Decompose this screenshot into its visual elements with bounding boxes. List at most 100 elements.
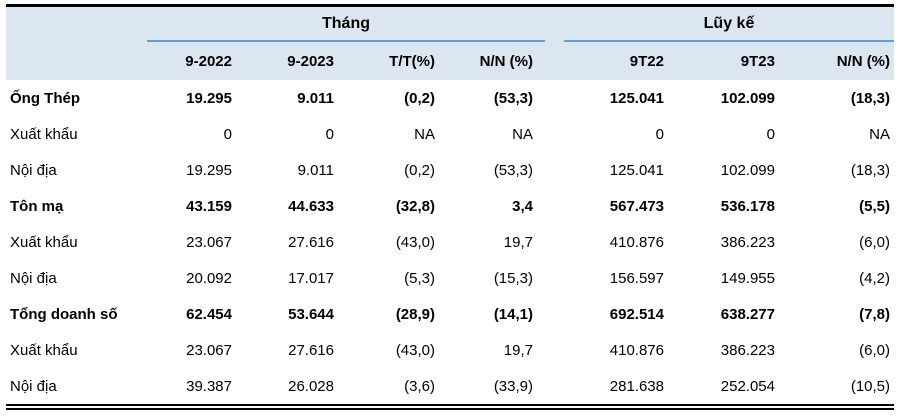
value-cell: NA [447,116,545,152]
value-cell: (43,0) [346,332,447,368]
value-cell: (53,3) [447,152,545,188]
value-cell: 19,7 [447,332,545,368]
value-cell: (3,6) [346,368,447,407]
col-header-9-2022: 9-2022 [147,41,244,80]
value-cell: 19.295 [147,80,244,116]
value-cell: NA [346,116,447,152]
table-row-noi-dia: Nội địa 20.092 17.017 (5,3) (15,3) 156.5… [6,260,895,296]
value-cell: 39.387 [147,368,244,407]
value-cell: (33,9) [447,368,545,407]
col-header-9t23: 9T23 [676,41,787,80]
row-spacer-cell [545,80,564,116]
value-cell: 102.099 [676,152,787,188]
value-cell: (5,5) [787,188,895,224]
value-cell: (18,3) [787,80,895,116]
value-cell: 692.514 [564,296,676,332]
value-cell: (43,0) [346,224,447,260]
value-cell: (4,2) [787,260,895,296]
value-cell: (6,0) [787,332,895,368]
table-row-xuat-khau: Xuất khẩu 23.067 27.616 (43,0) 19,7 410.… [6,224,895,260]
row-spacer-cell [545,260,564,296]
value-cell: (15,3) [447,260,545,296]
value-cell: 386.223 [676,224,787,260]
row-label-cell: Xuất khẩu [6,332,147,368]
value-cell: 23.067 [147,224,244,260]
group-header-row: Tháng Lũy kế [6,5,895,42]
value-cell: (6,0) [787,224,895,260]
row-label-cell: Nội địa [6,260,147,296]
row-label-cell: Nội địa [6,368,147,407]
value-cell: (32,8) [346,188,447,224]
value-cell: 62.454 [147,296,244,332]
table-row-noi-dia: Nội địa 39.387 26.028 (3,6) (33,9) 281.6… [6,368,895,407]
row-label-cell: Xuất khẩu [6,116,147,152]
value-cell: 20.092 [147,260,244,296]
value-cell: (14,1) [447,296,545,332]
value-cell: 156.597 [564,260,676,296]
value-cell: (5,3) [346,260,447,296]
row-spacer-cell [545,368,564,407]
value-cell: (10,5) [787,368,895,407]
value-cell: 26.028 [244,368,346,407]
steel-sales-table: Tháng Lũy kế 9-2022 9-2023 T/T(%) N/N (%… [6,4,895,410]
group-header-luy-ke: Lũy kế [564,5,895,42]
table-row-xuat-khau: Xuất khẩu 0 0 NA NA 0 0 NA [6,116,895,152]
row-label-cell: Xuất khẩu [6,224,147,260]
value-cell: 410.876 [564,332,676,368]
value-cell: 102.099 [676,80,787,116]
row-spacer-cell [545,188,564,224]
value-cell: (28,9) [346,296,447,332]
row-spacer-cell [545,116,564,152]
value-cell: 638.277 [676,296,787,332]
value-cell: (53,3) [447,80,545,116]
value-cell: 9.011 [244,152,346,188]
header-spacer-cell [545,5,564,41]
value-cell: 0 [147,116,244,152]
group-header-thang: Tháng [147,5,545,42]
header-spacer-cell [545,41,564,80]
value-cell: 53.644 [244,296,346,332]
value-cell: 3,4 [447,188,545,224]
column-header-row: 9-2022 9-2023 T/T(%) N/N (%) 9T22 9T23 N… [6,41,895,80]
value-cell: 0 [564,116,676,152]
value-cell: 19,7 [447,224,545,260]
value-cell: (7,8) [787,296,895,332]
value-cell: (18,3) [787,152,895,188]
row-label-cell: Tổng doanh số [6,296,147,332]
value-cell: 27.616 [244,224,346,260]
value-cell: 149.955 [676,260,787,296]
value-cell: 281.638 [564,368,676,407]
row-label-cell: Ống Thép [6,80,147,116]
value-cell: 567.473 [564,188,676,224]
value-cell: 125.041 [564,80,676,116]
value-cell: NA [787,116,895,152]
value-cell: 17.017 [244,260,346,296]
value-cell: 27.616 [244,332,346,368]
value-cell: 9.011 [244,80,346,116]
row-spacer-cell [545,296,564,332]
value-cell: 44.633 [244,188,346,224]
value-cell: 0 [676,116,787,152]
table-row-ton-ma: Tôn mạ 43.159 44.633 (32,8) 3,4 567.473 … [6,188,895,224]
col-header-nn-pct-cum: N/N (%) [787,41,895,80]
row-spacer-cell [545,152,564,188]
row-spacer-cell [545,332,564,368]
col-header-9-2023: 9-2023 [244,41,346,80]
row-label-cell: Tôn mạ [6,188,147,224]
table-row-ong-thep: Ống Thép 19.295 9.011 (0,2) (53,3) 125.0… [6,80,895,116]
col-header-9t22: 9T22 [564,41,676,80]
table-row-xuat-khau: Xuất khẩu 23.067 27.616 (43,0) 19,7 410.… [6,332,895,368]
value-cell: 125.041 [564,152,676,188]
value-cell: 43.159 [147,188,244,224]
value-cell: 252.054 [676,368,787,407]
value-cell: 0 [244,116,346,152]
value-cell: 19.295 [147,152,244,188]
value-cell: (0,2) [346,152,447,188]
table-row-tong-doanh-so: Tổng doanh số 62.454 53.644 (28,9) (14,1… [6,296,895,332]
col-header-nn-pct-month: N/N (%) [447,41,545,80]
table-row-noi-dia: Nội địa 19.295 9.011 (0,2) (53,3) 125.04… [6,152,895,188]
col-header-tt-pct: T/T(%) [346,41,447,80]
corner-blank-cell [6,5,147,41]
row-label-header-blank [6,41,147,80]
